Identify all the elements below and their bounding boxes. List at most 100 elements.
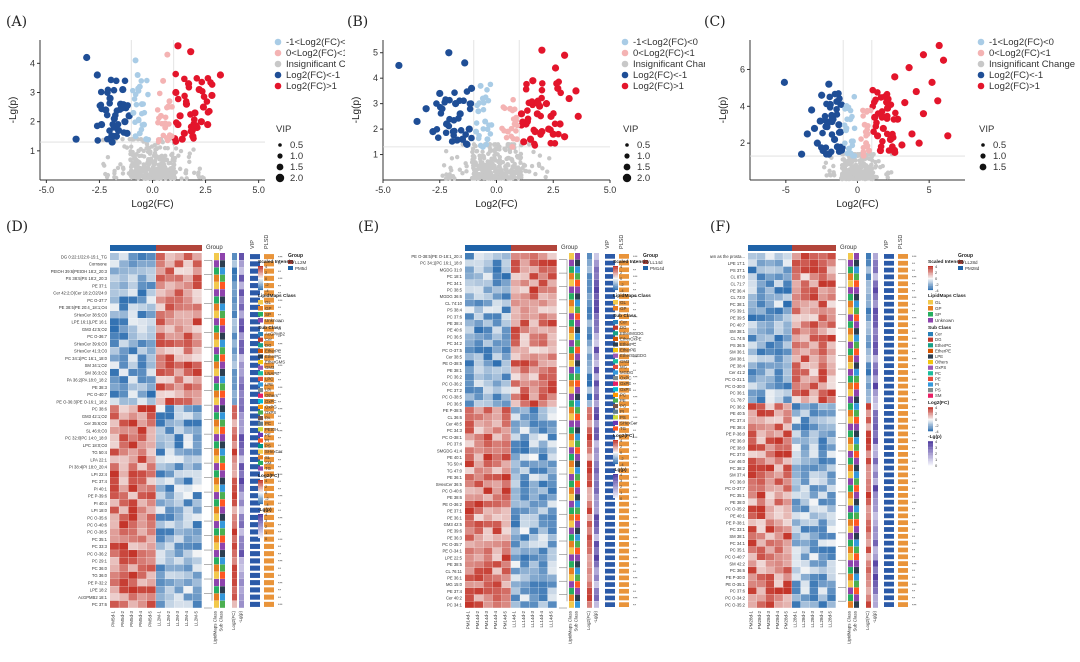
lipidmaps-class-cell <box>214 267 219 275</box>
data-point <box>144 77 150 84</box>
row-label: PC 33:1 <box>730 527 746 532</box>
significance-stars: *** <box>912 439 917 443</box>
heat-cell <box>756 389 766 397</box>
heat-cell <box>792 423 801 431</box>
legend-gradient-step <box>613 480 618 482</box>
log2fc-cell <box>866 457 871 465</box>
data-point <box>551 64 560 72</box>
significance-stars: ** <box>633 349 636 353</box>
heat-cell <box>800 498 810 506</box>
heat-cell <box>183 267 193 275</box>
row-label: GM3 42:5;O2 <box>82 327 108 332</box>
insignificant-point <box>497 157 502 163</box>
heat-cell <box>756 369 766 376</box>
heat-cell <box>827 532 836 540</box>
insignificant-point <box>134 174 140 180</box>
log2fc-cell <box>866 341 871 349</box>
row-label: PC 36:6 <box>730 568 746 573</box>
data-point <box>193 74 201 82</box>
insignificant-point <box>476 173 482 178</box>
legend-gradient-step <box>258 279 263 281</box>
heat-cell <box>110 383 119 391</box>
heat-cell <box>765 505 775 513</box>
insignificant-point <box>493 142 498 147</box>
vip-bar <box>884 588 894 594</box>
lgp-cell <box>594 293 599 300</box>
significance-stars: ** <box>633 262 636 266</box>
vip-bar <box>605 414 615 420</box>
lipidmaps-class-cell <box>214 564 219 572</box>
heat-cell <box>800 355 810 363</box>
heat-cell <box>492 360 502 367</box>
legend-marker <box>977 82 985 90</box>
vip-bar <box>250 398 260 405</box>
heat-cell <box>156 397 165 405</box>
lipidmaps-class-cell <box>848 266 853 274</box>
heat-cell <box>137 579 147 587</box>
heat-cell <box>128 600 138 608</box>
log2fc-cell <box>232 434 237 442</box>
legend-label: EtherPC <box>620 342 636 347</box>
lgp-cell <box>594 433 599 441</box>
heat-cell <box>165 542 175 550</box>
vip-bar <box>250 435 260 441</box>
lgp-cell <box>873 512 878 520</box>
legend-label: Others <box>265 393 278 398</box>
legend-gradient-step <box>258 498 263 500</box>
heat-cell <box>818 519 827 526</box>
heat-cell <box>119 253 129 261</box>
heat-cell <box>547 547 557 555</box>
insignificant-point <box>823 160 829 166</box>
heat-cell <box>809 457 819 465</box>
heat-cell <box>529 567 539 575</box>
heat-cell <box>465 259 474 267</box>
data-point <box>461 59 469 67</box>
heat-cell <box>765 553 775 561</box>
legend-swatch <box>258 399 263 404</box>
log2fc-cell <box>587 306 592 314</box>
insignificant-point <box>847 171 852 176</box>
lgp-cell <box>239 347 244 355</box>
heat-cell <box>110 426 119 434</box>
data-point <box>483 141 490 148</box>
side-column-label: -Lg(p) <box>238 611 243 624</box>
subclass-cell <box>575 574 580 582</box>
group-bar <box>110 245 156 251</box>
heat-cell <box>809 526 819 533</box>
legend-gradient-step <box>613 452 618 454</box>
heat-cell <box>128 253 138 261</box>
heat-cell <box>783 532 792 540</box>
heat-cell <box>538 547 548 555</box>
heat-cell <box>818 587 827 595</box>
significance-stars: *** <box>912 501 917 505</box>
lgp-cell <box>239 586 244 594</box>
heat-cell <box>465 427 474 434</box>
legend-tick: 3 <box>935 445 938 450</box>
row-label: LPE 22:5 <box>445 555 463 560</box>
heat-cell <box>756 430 766 438</box>
plsda-vip-bar <box>619 441 629 447</box>
significance-stars: *** <box>633 597 638 601</box>
heat-cell <box>756 355 766 363</box>
data-point <box>156 115 162 121</box>
lipidmaps-class-cell <box>569 353 574 360</box>
heat-cell <box>520 253 530 260</box>
heat-cell <box>165 390 175 398</box>
series-points <box>499 96 521 150</box>
heat-cell <box>792 526 801 533</box>
legend-tick: 4 <box>620 264 623 269</box>
column-label: Sub Class <box>853 610 858 631</box>
data-point <box>110 86 118 94</box>
heat-cell <box>146 296 156 304</box>
subclass-cell <box>220 361 225 369</box>
row-label: PE P-39:6 <box>88 494 108 499</box>
data-point <box>445 49 453 57</box>
lgp-cell <box>594 447 599 454</box>
lipidmaps-class-cell <box>214 586 219 594</box>
lipidmaps-class-cell <box>848 498 853 506</box>
lipidmaps-class-cell <box>848 437 853 444</box>
log2fc-cell <box>587 386 592 394</box>
heat-cell <box>492 587 502 595</box>
insignificant-point <box>843 168 848 173</box>
heat-cell <box>547 467 557 474</box>
